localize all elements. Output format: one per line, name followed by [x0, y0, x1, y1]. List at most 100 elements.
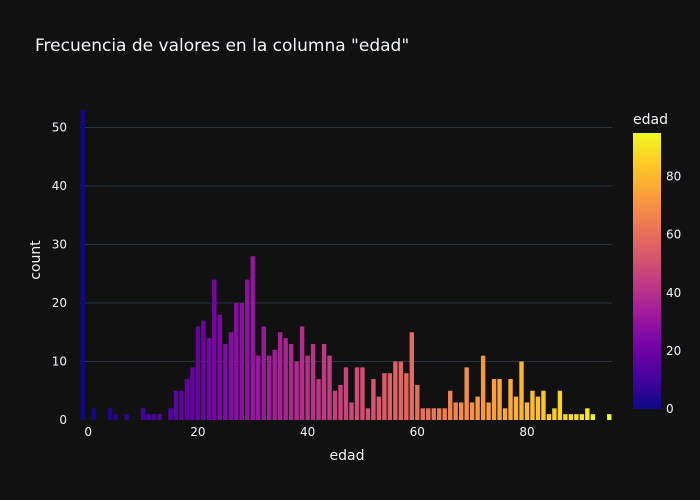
colorbar-tick-label: 0 [666, 402, 674, 416]
histogram-bar [415, 384, 420, 420]
histogram-bar [173, 390, 179, 420]
x-tick-label: 0 [84, 425, 92, 439]
histogram-bar [552, 408, 557, 420]
histogram-bar [354, 367, 360, 420]
histogram-bar [91, 408, 96, 420]
bars [80, 110, 612, 420]
histogram-bar [426, 408, 431, 420]
histogram-bar [480, 355, 486, 420]
histogram-bar [299, 326, 305, 420]
histogram-bar [201, 320, 206, 420]
y-tick-labels: 0 10 20 30 40 50 [52, 121, 67, 427]
histogram-bar [568, 414, 574, 420]
histogram-bar [343, 367, 349, 420]
histogram-bar [217, 314, 223, 420]
histogram-bar [431, 408, 436, 420]
histogram-bar [382, 373, 387, 420]
histogram-bar [387, 373, 393, 420]
x-tick-label: 40 [300, 425, 315, 439]
colorbar-tick-label: 60 [666, 228, 681, 242]
histogram-bar [327, 355, 332, 420]
y-tick-label: 40 [52, 179, 67, 193]
histogram-bar [404, 373, 409, 420]
histogram-bar [508, 379, 513, 420]
histogram-bar [557, 390, 563, 420]
colorbar-tick-label: 80 [666, 170, 681, 184]
histogram-bar [267, 355, 272, 420]
histogram-bar [563, 414, 568, 420]
histogram-bar [245, 279, 250, 420]
histogram-bar [283, 338, 288, 420]
histogram-bar [535, 396, 541, 420]
histogram-bar [486, 402, 491, 420]
histogram-bar [168, 408, 173, 420]
histogram-bar [288, 343, 294, 420]
histogram-bar [458, 402, 464, 420]
histogram-bar [513, 396, 519, 420]
histogram-bar [541, 390, 546, 420]
histogram-bar [420, 408, 425, 420]
colorbar [633, 133, 661, 409]
y-tick-label: 20 [52, 296, 67, 310]
histogram-bar [107, 408, 113, 420]
histogram-bar [294, 361, 299, 420]
colorbar-tick-label: 20 [666, 344, 681, 358]
histogram-bar [469, 402, 475, 420]
colorbar-tick-label: 40 [666, 286, 681, 300]
histogram-bar [321, 343, 327, 420]
histogram-bar [360, 367, 365, 420]
histogram-bar [524, 402, 530, 420]
histogram-bar [195, 326, 201, 420]
histogram-bar [140, 408, 146, 420]
histogram-bar [184, 379, 190, 420]
chart-title: Frecuencia de valores en la columna "eda… [35, 36, 409, 56]
x-tick-label: 80 [519, 425, 534, 439]
histogram-bar [305, 355, 310, 420]
histogram-bar [206, 338, 212, 420]
histogram-bar [261, 326, 266, 420]
histogram-bar [124, 414, 129, 420]
histogram-bar [371, 379, 376, 420]
histogram-bar [179, 390, 184, 420]
y-tick-label: 10 [52, 355, 67, 369]
y-tick-label: 0 [59, 413, 67, 427]
x-axis-title: edad [330, 448, 365, 464]
histogram-bar [190, 367, 195, 420]
histogram-bar [256, 355, 261, 420]
histogram-bar [338, 384, 343, 420]
histogram-bar [448, 390, 453, 420]
histogram-bar [574, 414, 579, 420]
histogram-bar [310, 343, 316, 420]
histogram-bar [464, 367, 469, 420]
histogram-bar [585, 408, 590, 420]
x-tick-label: 60 [410, 425, 425, 439]
histogram-bar [250, 256, 255, 420]
y-tick-label: 30 [52, 238, 67, 252]
histogram-bar [151, 414, 157, 420]
histogram-bar [349, 402, 354, 420]
histogram-bar [546, 414, 552, 420]
colorbar-title: edad [633, 112, 668, 128]
histogram-bar [442, 408, 447, 420]
x-tick-labels: 0 20 40 60 80 [84, 425, 534, 439]
histogram-bar [579, 414, 585, 420]
histogram-bar [239, 303, 244, 420]
histogram-bar [409, 332, 415, 420]
histogram-bar [223, 343, 228, 420]
histogram-bar [530, 390, 535, 420]
histogram-bar [212, 279, 217, 420]
y-tick-label: 50 [52, 121, 67, 135]
histogram-bar [146, 414, 151, 420]
histogram-bar [475, 396, 480, 420]
colorbar-tick-labels: 0 20 40 60 80 [666, 170, 681, 416]
histogram-bar [113, 414, 118, 420]
histogram-bar [272, 349, 277, 420]
histogram-bar [316, 379, 321, 420]
histogram-bar [80, 110, 85, 420]
histogram-bar [234, 303, 239, 420]
histogram-bar [393, 361, 398, 420]
histogram-bar [607, 414, 612, 420]
histogram-bar [398, 361, 404, 420]
